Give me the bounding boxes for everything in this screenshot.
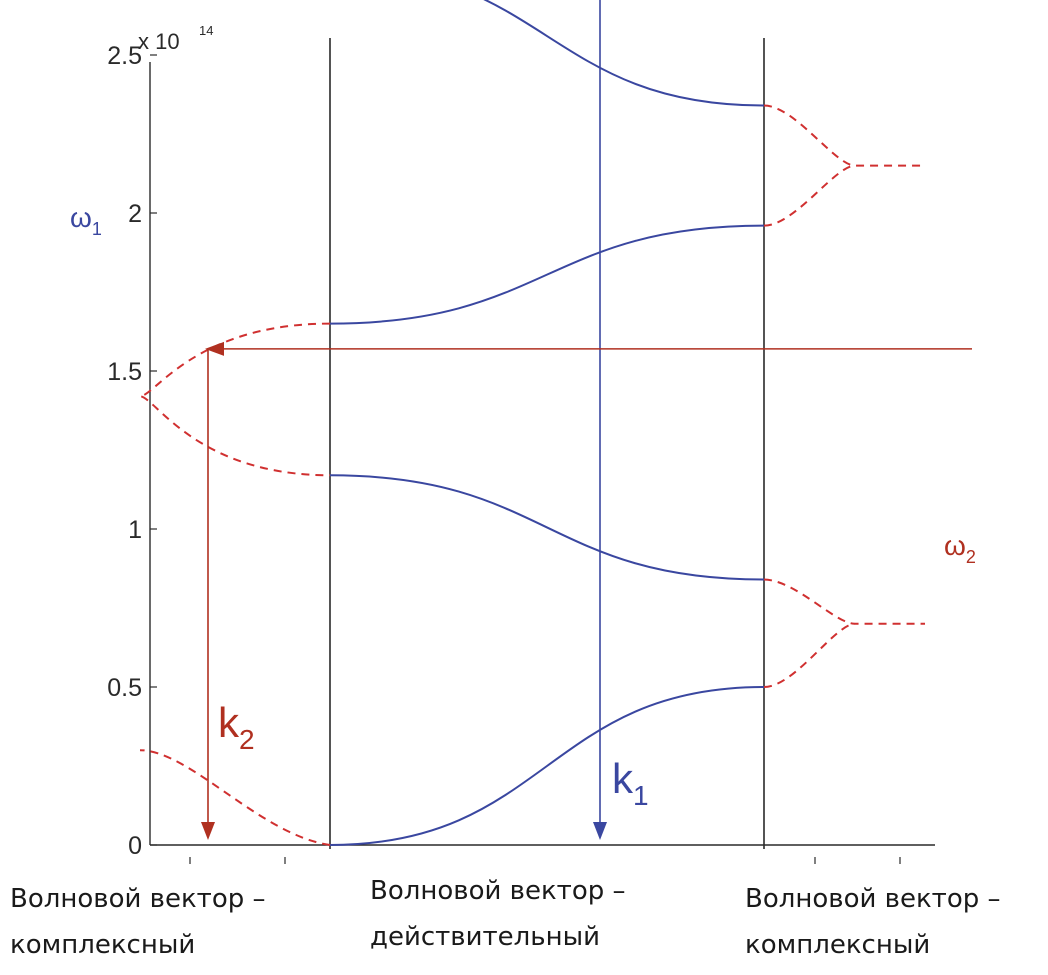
y-scale-exponent: 14: [199, 23, 213, 38]
caption-left-line1: Волновой вектор –: [10, 884, 266, 914]
y-tick-label-4: 2: [128, 200, 142, 228]
axes: 00.511.522.533.544.5: [107, 38, 935, 864]
real-band-2: [329, 474, 765, 581]
omega2-label: ω2: [944, 530, 976, 567]
omega1-label: ω1: [70, 202, 102, 239]
k2-label-sub: 2: [239, 724, 255, 755]
k2-label: k2: [218, 699, 255, 755]
caption-middle-line2: действительный: [370, 922, 601, 952]
omega2-label-sub: 2: [966, 547, 976, 567]
caption-right: Волновой вектор – комплексный: [745, 876, 1001, 968]
y-tick-label-5: 2.5: [107, 42, 142, 70]
complex-gap-left-1: [139, 322, 331, 477]
real-band-3: [329, 224, 765, 325]
y-tick-label-0: 0: [128, 832, 142, 860]
k1-label-main: k: [612, 755, 634, 802]
caption-middle-line1: Волновой вектор –: [370, 876, 626, 906]
caption-left-line2: комплексный: [10, 930, 196, 960]
omega2-arrowhead: [205, 341, 224, 356]
caption-right-line1: Волновой вектор –: [745, 884, 1001, 914]
k1-label: k1: [612, 755, 649, 811]
caption-middle: Волновой вектор – действительный: [370, 868, 626, 960]
k2-label-main: k: [218, 699, 240, 746]
k1-label-sub: 1: [633, 780, 649, 811]
y-tick-label-2: 1: [128, 516, 142, 544]
y-scale-label: x 10: [138, 29, 180, 54]
k1-arrowhead: [593, 822, 607, 840]
omega1-label-main: ω: [70, 202, 92, 233]
omega1-label-sub: 1: [92, 219, 102, 239]
omega2-label-main: ω: [944, 530, 966, 561]
k2-arrowhead: [201, 822, 215, 840]
complex-gap-right-1: [763, 578, 925, 688]
y-tick-label-1: 0.5: [107, 674, 142, 702]
y-tick-label-3: 1.5: [107, 358, 142, 386]
caption-right-line2: комплексный: [745, 930, 931, 960]
caption-left: Волновой вектор – комплексный: [10, 876, 266, 968]
real-band-4: [483, 0, 765, 107]
complex-gap-left-0: [139, 749, 331, 846]
curves: [139, 0, 925, 846]
real-band-1: [329, 686, 765, 846]
complex-gap-right-2: [763, 104, 925, 227]
